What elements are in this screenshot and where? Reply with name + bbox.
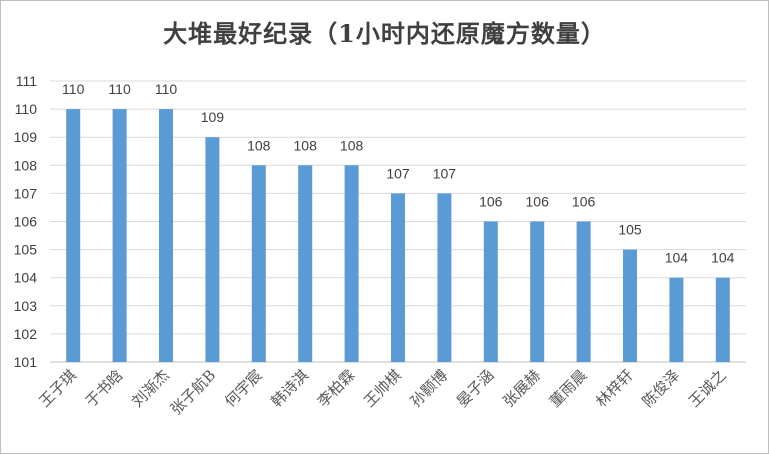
bar: [159, 109, 173, 362]
bar: [483, 221, 498, 362]
data-label: 105: [618, 222, 642, 238]
data-label: 110: [108, 81, 131, 97]
data-label: 106: [526, 194, 550, 210]
bar: [391, 193, 405, 362]
x-tick-label: 于书晗: [82, 366, 127, 411]
y-tick-label: 102: [14, 326, 38, 342]
y-tick-label: 103: [14, 298, 38, 314]
data-label: 109: [201, 109, 225, 125]
bar: [344, 165, 359, 362]
x-tick-label: 韩诗淇: [267, 366, 312, 411]
x-tick-label: 陈俊泽: [639, 366, 684, 411]
x-tick-label: 王子琪: [35, 366, 80, 411]
x-tick-label: 张展赫: [499, 366, 544, 411]
y-tick-label: 110: [15, 101, 38, 117]
x-tick-label: 王帅棋: [360, 366, 405, 411]
y-tick-label: 111: [16, 73, 37, 89]
bar: [251, 165, 266, 362]
data-label: 104: [665, 250, 689, 266]
y-tick-label: 104: [14, 270, 38, 286]
x-tick-label: 林梓轩: [592, 366, 637, 411]
bar: [437, 193, 452, 362]
chart-title: 大堆最好纪录（1小时内还原魔方数量）: [163, 19, 606, 48]
bar: [623, 249, 637, 362]
bar: [66, 109, 81, 362]
y-tick-label: 105: [14, 242, 38, 258]
data-label: 108: [247, 137, 271, 153]
data-label: 110: [155, 81, 178, 97]
data-label: 106: [572, 194, 596, 210]
bar: [576, 221, 591, 362]
data-label: 108: [294, 137, 318, 153]
x-tick-label: 王诚之: [685, 366, 730, 411]
data-label: 108: [340, 137, 364, 153]
y-tick-label: 107: [14, 185, 38, 201]
y-tick-label: 109: [14, 129, 38, 145]
bar: [298, 165, 313, 362]
data-label: 110: [62, 81, 85, 97]
bar: [205, 137, 220, 362]
y-tick-label: 106: [14, 214, 38, 230]
x-tick-label: 孙颢博: [407, 366, 452, 411]
bar: [715, 277, 730, 362]
x-tick-label: 刘渐杰: [128, 366, 173, 411]
bar: [112, 109, 127, 362]
data-label: 104: [711, 250, 735, 266]
x-tick-label: 张子航B: [167, 366, 219, 418]
x-tick-label: 李柏霖: [314, 366, 359, 411]
x-tick-label: 董雨晨: [546, 366, 591, 411]
x-tick-label: 何宇宸: [221, 366, 266, 411]
y-tick-label: 101: [14, 354, 38, 370]
data-label: 106: [479, 194, 503, 210]
data-label: 107: [433, 165, 457, 181]
x-tick-label: 晏子涵: [453, 366, 498, 411]
bar: [530, 221, 545, 362]
y-tick-label: 108: [14, 157, 38, 173]
bar: [669, 277, 684, 362]
data-label: 107: [386, 165, 410, 181]
